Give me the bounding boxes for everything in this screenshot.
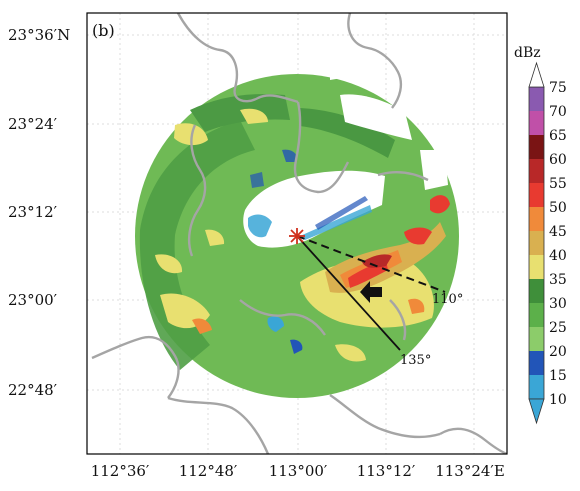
x-tick-label: 112°36′ xyxy=(91,462,150,480)
echo-blue xyxy=(267,316,284,332)
colorbar-title: dBz xyxy=(514,45,541,61)
echo-blue xyxy=(290,339,303,354)
storm-motion-arrow xyxy=(360,281,382,303)
echo-blue xyxy=(315,196,368,230)
boundary-line xyxy=(176,13,299,104)
colorbar-tick-label: 75 xyxy=(549,80,567,96)
admin-boundaries xyxy=(91,13,507,454)
y-axis-labels: 23°36′N 23°24′ 23°12′ 23°00′ 22°48′ xyxy=(8,26,70,399)
echo-orange xyxy=(408,298,425,314)
colorbar-top-arrow xyxy=(528,61,545,88)
boundary-line xyxy=(187,124,207,257)
boundary-line xyxy=(439,427,507,454)
colorbar-segment xyxy=(529,255,544,279)
clear-air-region xyxy=(340,94,412,140)
boundary-line xyxy=(239,299,326,336)
y-tick-label: 23°12′ xyxy=(8,203,58,221)
colorbar-segment xyxy=(529,87,544,111)
echo-red xyxy=(404,227,432,245)
panel-label: (b) xyxy=(92,21,115,40)
echo-yellow xyxy=(205,229,225,246)
y-tick-label: 23°00′ xyxy=(8,291,58,309)
colorbar-tick-label: 25 xyxy=(549,320,567,336)
y-tick-label: 23°36′N xyxy=(8,26,70,44)
colorbar-segment xyxy=(529,111,544,135)
y-tick-label: 22°48′ xyxy=(8,381,58,399)
colorbar-bottom-arrow xyxy=(528,398,545,425)
boundary-line xyxy=(389,299,407,341)
colorbar-tick-label: 10 xyxy=(549,392,567,408)
azimuth-line-135 xyxy=(296,235,401,351)
azimuth-label-110: 110° xyxy=(432,292,463,307)
echo-dark-green xyxy=(190,94,290,132)
echo-yellow xyxy=(240,108,268,124)
colorbar: dBz 10 15 20 25 30 35 40 45 50 55 60 65 70 75 xyxy=(514,45,567,425)
map-frame xyxy=(86,12,508,455)
x-tick-label: 113°12′ xyxy=(357,462,416,480)
colorbar-segment xyxy=(529,159,544,183)
colorbar-segment xyxy=(529,303,544,327)
echo-dark-green xyxy=(300,108,395,158)
azimuth-label-135: 135° xyxy=(400,353,431,368)
colorbar-segment xyxy=(529,375,544,399)
colorbar-segment xyxy=(529,231,544,255)
echo-yellow xyxy=(155,254,183,274)
colorbar-tick-label: 65 xyxy=(549,128,567,144)
colorbar-tick-label: 20 xyxy=(549,344,567,360)
boundary-line xyxy=(377,171,429,182)
echo-yellow xyxy=(335,344,366,362)
clear-air-region xyxy=(243,170,385,248)
x-tick-label: 112°48′ xyxy=(179,462,238,480)
x-tick-label: 113°24′E xyxy=(435,462,505,480)
boundary-line xyxy=(91,335,180,399)
boundary-line xyxy=(293,101,350,194)
echo-blue xyxy=(282,149,298,162)
colorbar-tick-label: 70 xyxy=(549,104,567,120)
azimuth-line-110 xyxy=(296,235,446,293)
echo-blue xyxy=(248,214,272,238)
boundary-line xyxy=(167,396,270,454)
colorbar-segment xyxy=(529,207,544,231)
colorbar-segment xyxy=(529,351,544,375)
echo-blue xyxy=(250,172,264,188)
x-axis-labels: 112°36′ 112°48′ 113°00′ 113°12′ 113°24′E xyxy=(91,462,505,480)
echo-blue xyxy=(300,205,372,240)
map-panel: 110° 135° (b) xyxy=(86,12,508,455)
echo-red xyxy=(362,254,392,268)
colorbar-tick-label: 40 xyxy=(549,248,567,264)
colorbar-tick-label: 30 xyxy=(549,296,567,312)
colorbar-tick-label: 60 xyxy=(549,152,567,168)
colorbar-tick-label: 45 xyxy=(549,224,567,240)
colorbar-segment xyxy=(529,279,544,303)
y-tick-label: 23°24′ xyxy=(8,115,58,133)
radar-site-marker xyxy=(289,228,305,244)
boundary-line xyxy=(347,13,403,109)
colorbar-segment xyxy=(529,327,544,351)
colorbar-tick-label: 55 xyxy=(549,176,567,192)
colorbar-tick-label: 15 xyxy=(549,368,567,384)
echo-red xyxy=(430,195,450,214)
boundary-line xyxy=(329,394,441,439)
colorbar-tick-label: 50 xyxy=(549,200,567,216)
echo-orange xyxy=(192,318,212,334)
clear-air-region xyxy=(330,55,345,80)
colorbar-segment xyxy=(529,183,544,207)
colorbar-tick-label: 35 xyxy=(549,272,567,288)
colorbar-segment xyxy=(529,135,544,159)
x-tick-label: 113°00′ xyxy=(269,462,328,480)
